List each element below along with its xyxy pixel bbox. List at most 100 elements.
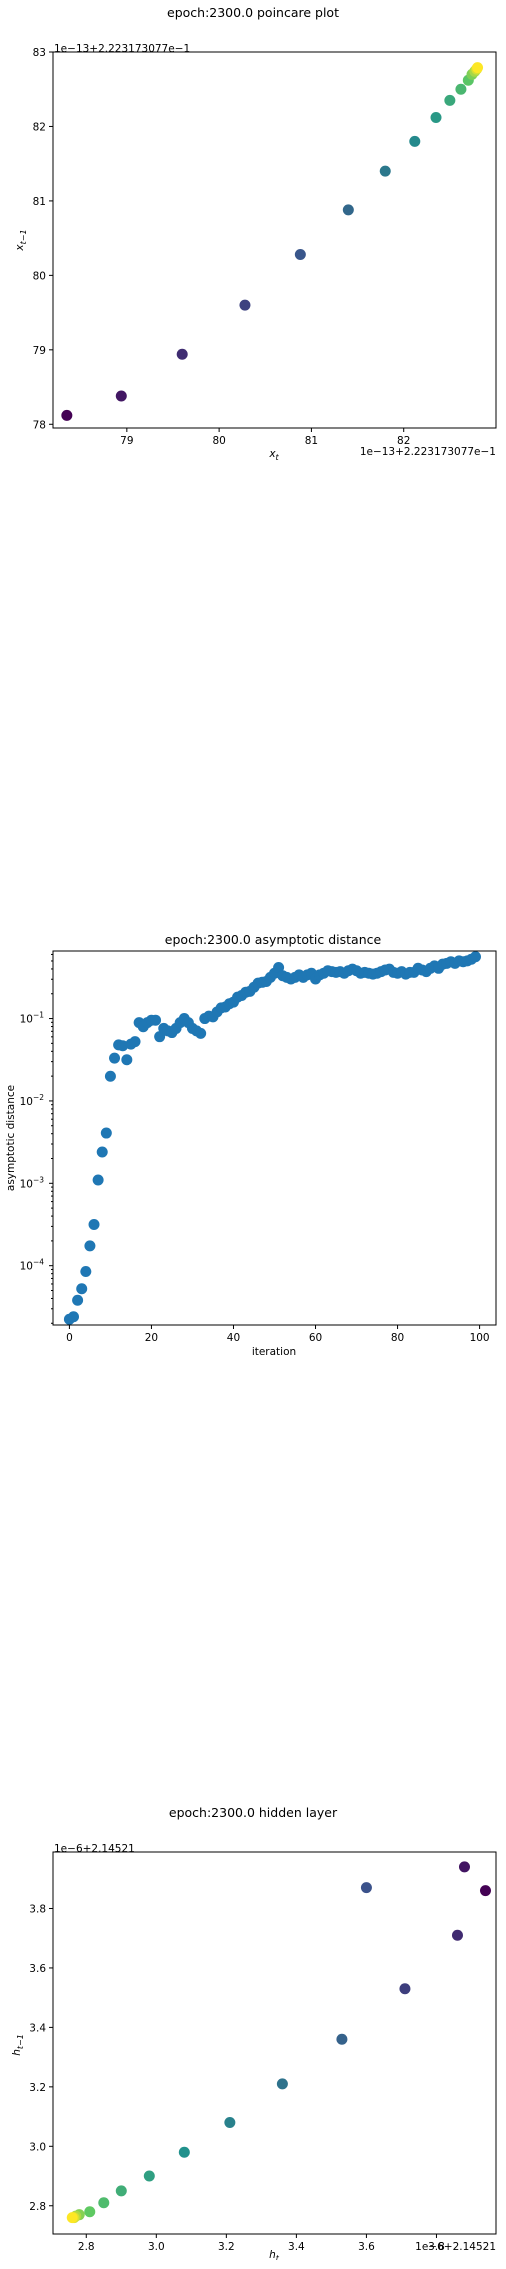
data-point: [294, 249, 306, 261]
y-axis-label: asymptotic distance: [5, 1085, 17, 1191]
data-point: [76, 1283, 88, 1295]
data-point: [430, 112, 442, 124]
data-points: [66, 1861, 491, 2224]
data-point: [96, 1146, 108, 1158]
data-point: [178, 2146, 190, 2158]
data-point: [68, 1311, 80, 1323]
data-point: [195, 1027, 207, 1039]
data-point: [360, 1882, 372, 1894]
x-axis-label: ht: [269, 2249, 280, 2260]
x-tick-label: 3.4: [288, 2241, 305, 2253]
x-tick-label: 0: [66, 1332, 73, 1344]
y-label-sub: t−1: [19, 229, 28, 244]
data-point: [455, 83, 467, 95]
data-point: [273, 961, 285, 973]
data-point: [399, 1983, 411, 1995]
chart-title: epoch:2300.0 poincare plot: [167, 5, 339, 20]
x-tick-label: 79: [120, 435, 133, 447]
chart-title: epoch:2300.0 hidden layer: [169, 1805, 338, 1820]
asymptotic-distance-chart: epoch:2300.0 asymptotic distance 0 20 40 60…: [5, 932, 497, 1358]
x-tick-label: 3.8: [428, 2241, 445, 2253]
y-tick-label: 2.8: [29, 2201, 46, 2213]
data-point: [129, 1036, 141, 1048]
data-point: [92, 1174, 104, 1186]
x-axis-label: iteration: [252, 1346, 296, 1358]
y-tick-label: 3.2: [29, 2082, 46, 2094]
data-points: [63, 951, 481, 1325]
x-axis-label: xt: [268, 448, 279, 462]
data-point: [239, 299, 251, 311]
y-axis-label: ht−1: [11, 2034, 25, 2056]
y-tick-label: 81: [33, 196, 46, 208]
y-label-base: x: [14, 244, 26, 252]
y-tick-label: 82: [33, 121, 46, 133]
data-point: [98, 2197, 110, 2209]
y-tick-exponent: −3: [33, 1175, 44, 1184]
y-tick-exponent: −2: [33, 1093, 44, 1102]
plot-frame: [52, 1851, 497, 2235]
x-tick-label: 80: [391, 1332, 404, 1344]
axis-ticks: 79 80 81 82 78 79 80 81 82 83: [33, 47, 411, 447]
data-point: [154, 1031, 166, 1043]
y-tick-label: 79: [33, 345, 46, 357]
y-tick-label: 80: [33, 270, 46, 282]
data-point: [88, 1218, 100, 1230]
data-point: [479, 1885, 491, 1897]
x-label-base: h: [269, 2249, 276, 2260]
y-offset-label: 1e−13+2.223173077e−1: [54, 43, 190, 55]
y-axis-label: xt−1: [14, 229, 28, 251]
x-tick-label: 82: [397, 435, 410, 447]
hidden-layer-chart: epoch:2300.0 hidden layer 1e−6+2.14521 2…: [11, 1805, 497, 2260]
y-tick-label: 10: [20, 1096, 33, 1108]
data-point: [115, 390, 127, 402]
x-tick-label: 20: [145, 1332, 158, 1344]
y-tick-label: 10: [20, 1178, 33, 1190]
data-point: [115, 2185, 127, 2197]
x-label-sub: t: [276, 453, 280, 462]
x-tick-label: 60: [309, 1332, 322, 1344]
y-tick-label: 3.0: [29, 2141, 46, 2153]
data-point: [458, 1861, 470, 1873]
data-point: [80, 1265, 92, 1277]
y-label-base: h: [11, 2049, 23, 2056]
data-point: [451, 1929, 463, 1941]
plot-frame: [52, 51, 497, 429]
x-offset-label: 1e−6+2.14521: [415, 2241, 496, 2253]
data-point: [176, 348, 188, 360]
y-label-sub: t−1: [16, 2034, 25, 2049]
x-label-sub: t: [276, 2254, 280, 2260]
data-point: [379, 165, 391, 177]
data-point: [469, 951, 481, 963]
data-point: [84, 2206, 96, 2218]
data-point: [143, 2170, 155, 2182]
y-tick-label: 3.6: [29, 1963, 46, 1975]
x-tick-label: 2.8: [78, 2241, 95, 2253]
x-tick-label: 3.6: [358, 2241, 375, 2253]
x-offset-label: 1e−13+2.223173077e−1: [360, 446, 496, 458]
data-point: [66, 2212, 78, 2224]
chart-title: epoch:2300.0 asymptotic distance: [165, 932, 382, 947]
data-point: [276, 2078, 288, 2090]
y-tick-label: 78: [33, 419, 46, 431]
data-point: [104, 1070, 116, 1082]
data-point: [224, 2117, 236, 2129]
x-tick-label: 81: [305, 435, 318, 447]
poincare-chart: epoch:2300.0 poincare plot 1e−13+2.22317…: [14, 5, 497, 462]
y-tick-label: 3.4: [29, 2022, 46, 2034]
data-point: [150, 1014, 162, 1026]
y-offset-label: 1e−6+2.14521: [54, 1843, 135, 1855]
data-point: [472, 62, 484, 74]
data-point: [117, 1040, 129, 1052]
y-tick-label: 83: [33, 47, 46, 59]
data-point: [61, 409, 73, 421]
data-point: [336, 2033, 348, 2045]
x-tick-label: 80: [212, 435, 225, 447]
axis-ticks: 2.8 3.0 3.2 3.4 3.6 3.8 2.8 3.0 3.2 3.4 3.6 3.8: [29, 1903, 445, 2253]
y-tick-label: 10: [20, 1014, 33, 1026]
data-point: [100, 1127, 112, 1139]
data-point: [109, 1052, 121, 1064]
data-point: [409, 135, 421, 147]
x-tick-label: 3.2: [218, 2241, 235, 2253]
y-tick-label: 3.8: [29, 1903, 46, 1915]
